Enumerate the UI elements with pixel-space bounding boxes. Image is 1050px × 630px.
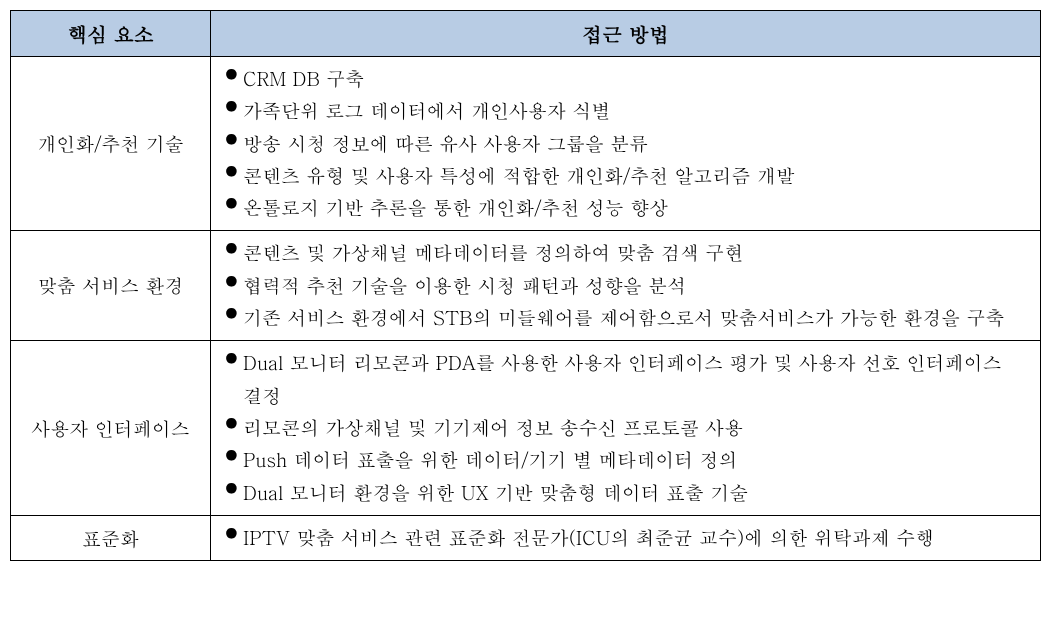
- row-label: 사용자 인터페이스: [11, 341, 211, 515]
- list-item: 콘텐츠 유형 및 사용자 특성에 적합한 개인화/추천 알고리즘 개발: [221, 160, 1030, 192]
- list-item: 온톨로지 기반 추론을 통한 개인화/추천 성능 향상: [221, 192, 1030, 224]
- row-label: 표준화: [11, 515, 211, 560]
- table-header-row: 핵심 요소 접근 방법: [11, 11, 1041, 57]
- list-item: Dual 모니터 환경을 위한 UX 기반 맞춤형 데이터 표출 기술: [221, 477, 1030, 509]
- list-item: CRM DB 구축: [221, 63, 1030, 95]
- list-item: Push 데이터 표출을 위한 데이터/기기 별 메타데이터 정의: [221, 444, 1030, 476]
- table-row: 맞춤 서비스 환경콘텐츠 및 가상채널 메타데이터를 정의하여 맞춤 검색 구현…: [11, 231, 1041, 341]
- table-row: 표준화 IPTV 맞춤 서비스 관련 표준화 전문가(ICU의 최준균 교수)에 …: [11, 515, 1041, 560]
- row-label: 맞춤 서비스 환경: [11, 231, 211, 341]
- row-content: IPTV 맞춤 서비스 관련 표준화 전문가(ICU의 최준균 교수)에 의한 …: [211, 515, 1041, 560]
- header-col-2: 접근 방법: [211, 11, 1041, 57]
- bullet-list: Dual 모니터 리모콘과 PDA를 사용한 사용자 인터페이스 평가 및 사용…: [221, 347, 1030, 508]
- header-col-1: 핵심 요소: [11, 11, 211, 57]
- row-content: CRM DB 구축가족단위 로그 데이터에서 개인사용자 식별방송 시청 정보에…: [211, 57, 1041, 231]
- list-item: 가족단위 로그 데이터에서 개인사용자 식별: [221, 95, 1030, 127]
- row-content: Dual 모니터 리모콘과 PDA를 사용한 사용자 인터페이스 평가 및 사용…: [211, 341, 1041, 515]
- list-item: 협력적 추천 기술을 이용한 시청 패턴과 성향을 분석: [221, 270, 1030, 302]
- main-table: 핵심 요소 접근 방법 개인화/추천 기술CRM DB 구축가족단위 로그 데이…: [10, 10, 1041, 561]
- row-label: 개인화/추천 기술: [11, 57, 211, 231]
- list-item: 기존 서비스 환경에서 STB의 미들웨어를 제어함으로서 맞춤서비스가 가능한…: [221, 302, 1030, 334]
- list-item: Dual 모니터 리모콘과 PDA를 사용한 사용자 인터페이스 평가 및 사용…: [221, 347, 1030, 412]
- list-item: 콘텐츠 및 가상채널 메타데이터를 정의하여 맞춤 검색 구현: [221, 237, 1030, 269]
- list-item: 리모콘의 가상채널 및 기기제어 정보 송수신 프로토콜 사용: [221, 412, 1030, 444]
- table-row: 사용자 인터페이스Dual 모니터 리모콘과 PDA를 사용한 사용자 인터페이…: [11, 341, 1041, 515]
- bullet-list: IPTV 맞춤 서비스 관련 표준화 전문가(ICU의 최준균 교수)에 의한 …: [221, 522, 1030, 554]
- table-row: 개인화/추천 기술CRM DB 구축가족단위 로그 데이터에서 개인사용자 식별…: [11, 57, 1041, 231]
- row-content: 콘텐츠 및 가상채널 메타데이터를 정의하여 맞춤 검색 구현협력적 추천 기술…: [211, 231, 1041, 341]
- bullet-list: 콘텐츠 및 가상채널 메타데이터를 정의하여 맞춤 검색 구현협력적 추천 기술…: [221, 237, 1030, 334]
- list-item: 방송 시청 정보에 따른 유사 사용자 그룹을 분류: [221, 128, 1030, 160]
- bullet-list: CRM DB 구축가족단위 로그 데이터에서 개인사용자 식별방송 시청 정보에…: [221, 63, 1030, 224]
- list-item: IPTV 맞춤 서비스 관련 표준화 전문가(ICU의 최준균 교수)에 의한 …: [221, 522, 1030, 554]
- table-body: 개인화/추천 기술CRM DB 구축가족단위 로그 데이터에서 개인사용자 식별…: [11, 57, 1041, 561]
